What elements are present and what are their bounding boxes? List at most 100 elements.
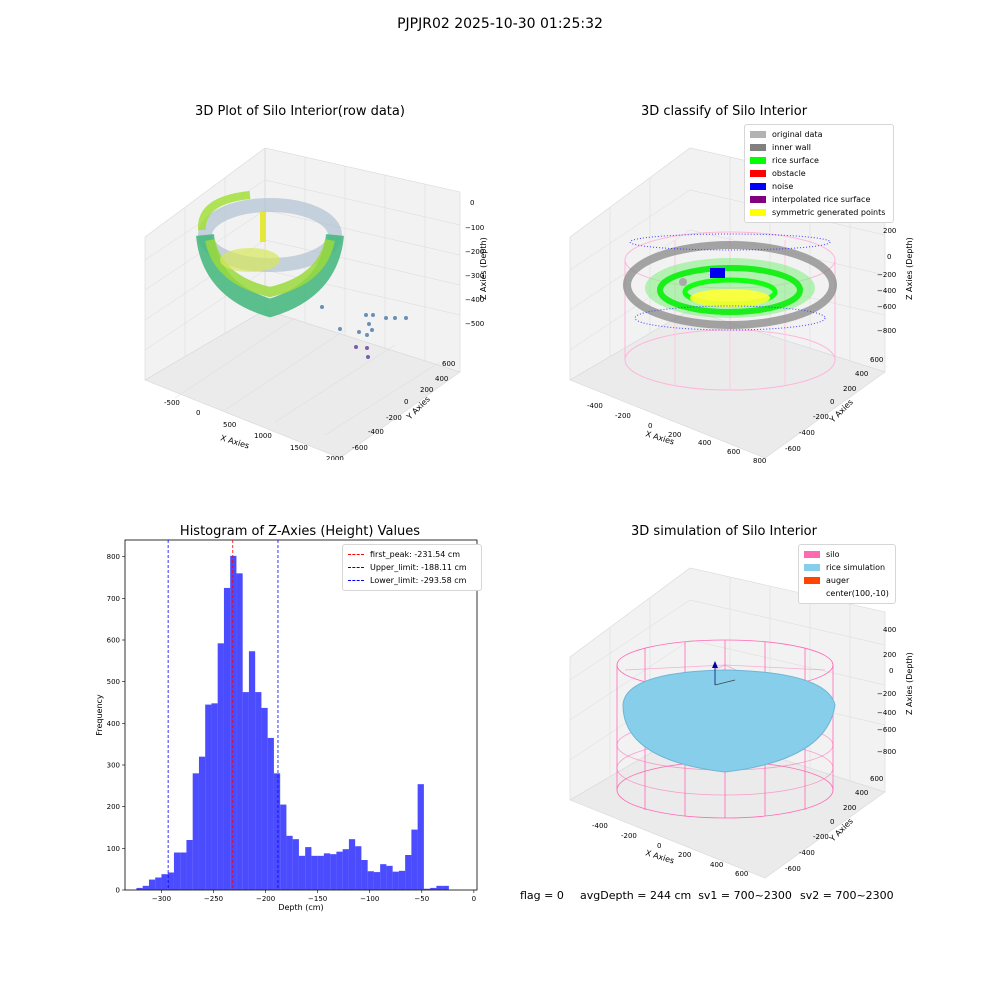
classify-legend-item: rice surface bbox=[750, 154, 888, 167]
histogram-title: Histogram of Z-Axies (Height) Values bbox=[179, 524, 421, 539]
raw-ztick: 0 bbox=[470, 199, 474, 207]
classify-legend-item: inner wall bbox=[750, 141, 888, 154]
classify-ztick: −400 bbox=[877, 287, 896, 295]
histogram-bar bbox=[223, 587, 231, 890]
histogram-bar bbox=[192, 773, 199, 890]
classify-legend-item: noise bbox=[750, 180, 888, 193]
legend-swatch bbox=[804, 590, 820, 597]
classify-ytick: 200 bbox=[843, 385, 856, 393]
histogram-xtick-label: −150 bbox=[308, 895, 327, 903]
histogram-bar bbox=[136, 887, 143, 890]
simulation-x-label: X Axies bbox=[644, 848, 675, 865]
simulation-xtick: 0 bbox=[657, 842, 661, 850]
raw-ztick: −100 bbox=[465, 224, 484, 232]
legend-swatch bbox=[750, 157, 766, 164]
histogram-ytick-label: 500 bbox=[107, 678, 120, 686]
histogram-bar bbox=[230, 555, 237, 890]
legend-line bbox=[348, 567, 364, 568]
raw-x-label: X Axies bbox=[219, 433, 250, 450]
simulation-ztick: 0 bbox=[889, 667, 893, 675]
classify-legend-item: obstacle bbox=[750, 167, 888, 180]
histogram-bars bbox=[136, 555, 449, 890]
raw-ytick: 400 bbox=[435, 375, 448, 383]
legend-label: first_peak: -231.54 cm bbox=[370, 550, 461, 559]
classify-legend-item: original data bbox=[750, 128, 888, 141]
histogram-bar bbox=[323, 853, 331, 890]
legend-label: noise bbox=[772, 182, 794, 191]
histogram-xtick-label: 0 bbox=[472, 895, 476, 903]
histogram-bar bbox=[298, 855, 306, 890]
simulation-xtick: -200 bbox=[621, 832, 637, 840]
simulation-ytick: -400 bbox=[799, 849, 815, 857]
simulation-x-ticks: -400 -200 0 200 400 600 bbox=[592, 822, 748, 878]
histogram-bar bbox=[173, 852, 181, 890]
simulation-rice-surface bbox=[622, 669, 836, 773]
classify-ytick: -200 bbox=[813, 413, 829, 421]
histogram-bar bbox=[442, 885, 449, 890]
simulation-legend-item: auger bbox=[804, 574, 890, 587]
classify-ytick: 600 bbox=[870, 356, 883, 364]
raw-z-ticks: 0 −100 −200 −300 −400 −500 bbox=[465, 199, 484, 328]
histogram-xtick-label: −300 bbox=[152, 895, 171, 903]
histogram-bar bbox=[142, 885, 149, 890]
raw-xtick: -500 bbox=[164, 399, 180, 407]
histogram-bar bbox=[236, 573, 243, 890]
classify-ztick: 0 bbox=[887, 253, 891, 261]
simulation-ytick: 600 bbox=[870, 775, 883, 783]
classify-xtick: 400 bbox=[698, 439, 711, 447]
simulation-y-ticks: 600 400 200 0 -200 -400 -600 bbox=[785, 775, 883, 873]
histogram-bar bbox=[305, 847, 312, 890]
simulation-xtick: 400 bbox=[710, 861, 723, 869]
classify-ztick: −800 bbox=[877, 327, 896, 335]
raw-xtick: 2000 bbox=[326, 455, 344, 460]
classify-point-cloud bbox=[623, 231, 837, 391]
histogram-ytick-label: 600 bbox=[107, 637, 120, 645]
legend-swatch bbox=[804, 551, 820, 558]
histogram-bar bbox=[336, 851, 343, 890]
simulation-plot-title: 3D simulation of Silo Interior bbox=[631, 524, 817, 539]
histogram-ytick-label: 200 bbox=[107, 803, 120, 811]
raw-xtick: 0 bbox=[196, 409, 200, 417]
raw-xtick: 500 bbox=[223, 421, 236, 429]
simulation-xtick: 600 bbox=[735, 870, 748, 878]
classify-ytick: 400 bbox=[855, 370, 868, 378]
histogram-bar bbox=[148, 879, 156, 890]
simulation-ytick: 200 bbox=[843, 804, 856, 812]
histogram-legend-item: first_peak: -231.54 cm bbox=[348, 548, 476, 561]
histogram-reference-lines bbox=[167, 540, 279, 890]
legend-swatch bbox=[750, 209, 766, 216]
histogram-ytick-label: 800 bbox=[107, 553, 120, 561]
legend-label: symmetric generated points bbox=[772, 208, 886, 217]
legend-label: Upper_limit: -188.11 cm bbox=[370, 563, 467, 572]
legend-label: obstacle bbox=[772, 169, 806, 178]
footer-sv2: sv2 = 700~2300 bbox=[800, 889, 894, 902]
histogram-legend: first_peak: -231.54 cm Upper_limit: -188… bbox=[342, 544, 482, 591]
raw-plot-title: 3D Plot of Silo Interior(row data) bbox=[195, 104, 405, 119]
footer-avg-depth: avgDepth = 244 cm sv1 = 700~2300 bbox=[580, 889, 792, 902]
simulation-ytick: 0 bbox=[830, 818, 834, 826]
simulation-auger bbox=[712, 661, 736, 686]
simulation-ztick: −200 bbox=[877, 690, 896, 698]
raw-ytick: -200 bbox=[386, 414, 402, 422]
raw-xtick: 1500 bbox=[290, 444, 308, 452]
classify-plot-title: 3D classify of Silo Interior bbox=[640, 104, 808, 119]
legend-label: original data bbox=[772, 130, 823, 139]
legend-label: silo bbox=[826, 550, 840, 559]
histogram-ytick-label: 700 bbox=[107, 595, 120, 603]
histogram-y-ticks: 0 100 200 300 400 500 600 700 800 bbox=[107, 553, 125, 895]
simulation-3d-plot: -400 -200 0 200 400 600 X Axies 600 400 … bbox=[569, 567, 914, 879]
classify-x-ticks: -400 -200 0 200 400 600 800 bbox=[587, 402, 766, 465]
legend-swatch bbox=[804, 577, 820, 584]
simulation-ztick: −800 bbox=[877, 748, 896, 756]
figure-suptitle: PJPJR02 2025-10-30 01:25:32 bbox=[397, 16, 603, 32]
legend-line bbox=[348, 554, 364, 555]
simulation-legend: silo rice simulation auger center(100,-1… bbox=[798, 544, 896, 604]
histogram-bar bbox=[361, 860, 368, 890]
raw-xtick: 1000 bbox=[254, 432, 272, 440]
classify-ztick: −600 bbox=[877, 303, 896, 311]
classify-xtick: -200 bbox=[615, 412, 631, 420]
classify-legend-item: symmetric generated points bbox=[750, 206, 888, 219]
classify-y-ticks: 600 400 200 0 -200 -400 -600 bbox=[785, 356, 883, 453]
histogram-bar bbox=[242, 692, 249, 890]
legend-swatch bbox=[750, 131, 766, 138]
